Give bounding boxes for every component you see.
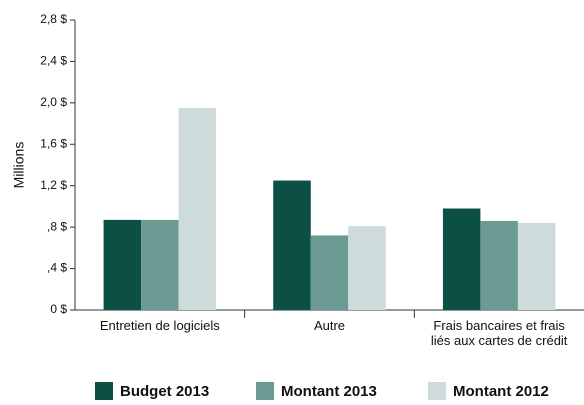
y-tick-label: 0 $ — [50, 302, 67, 316]
y-axis-label: Millions — [11, 142, 27, 189]
bar — [310, 235, 349, 310]
x-tick-label: Autre — [313, 318, 346, 333]
bar — [178, 108, 217, 311]
x-tick-label: Frais bancaires et frais liés aux cartes… — [430, 318, 568, 348]
y-tick-label: ,8 $ — [47, 219, 67, 233]
bar — [517, 223, 556, 310]
bar — [141, 219, 179, 310]
legend-label: Montant 2012 — [453, 383, 549, 400]
bar — [480, 220, 518, 310]
bar — [348, 226, 386, 310]
y-tick-label: 1,2 $ — [40, 178, 67, 192]
x-tick-label: Entretien de logiciels — [99, 318, 220, 333]
y-tick-label: 1,6 $ — [40, 136, 67, 150]
bar — [442, 208, 481, 310]
y-tick-label: ,4 $ — [47, 261, 67, 275]
legend-swatch — [95, 382, 113, 400]
y-tick-label: 2,4 $ — [40, 54, 67, 68]
y-tick-label: 2,8 $ — [40, 12, 67, 26]
bar — [103, 219, 142, 310]
y-tick-label: 2,0 $ — [40, 95, 67, 109]
legend-swatch — [256, 382, 274, 400]
legend-swatch — [428, 382, 446, 400]
bar — [273, 180, 311, 310]
legend-label: Montant 2013 — [281, 383, 377, 400]
legend-label: Budget 2013 — [120, 383, 209, 400]
